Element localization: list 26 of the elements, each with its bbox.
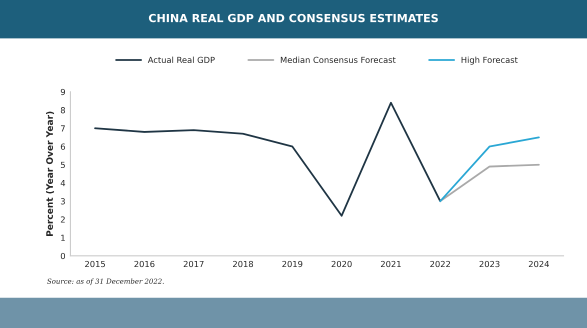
legend-label: High Forecast — [462, 56, 518, 65]
y-tick-label: 2 — [60, 216, 65, 223]
x-tick-label: 2023 — [480, 260, 500, 268]
x-tick-label: 2024 — [528, 260, 549, 268]
line-series — [94, 102, 442, 217]
x-tick-label: 2020 — [332, 260, 352, 268]
x-tick-label: 2022 — [430, 260, 450, 268]
x-tick-label: 2021 — [380, 260, 401, 268]
y-tick-label: 9 — [60, 88, 65, 96]
x-tick-label: 2017 — [184, 260, 204, 268]
chart-title: CHINA REAL GDP AND CONSENSUS ESTIMATES — [148, 14, 438, 22]
y-tick-label: 7 — [60, 125, 65, 132]
y-tick-label: 1 — [61, 234, 65, 241]
y-tick-label: 5 — [60, 162, 65, 168]
y-tick-label: 4 — [60, 180, 66, 186]
y-tick-label: 0 — [60, 252, 66, 260]
y-tick-label: 3 — [60, 198, 65, 204]
y-axis-title: Percent (Year Over Year) — [46, 112, 54, 236]
legend-label: Actual Real GDP — [148, 56, 215, 64]
legend-label: Median Consensus Forecast — [280, 56, 396, 64]
x-tick-label: 2018 — [233, 260, 254, 268]
x-tick-label: 2019 — [282, 260, 302, 268]
y-tick-label: 8 — [60, 107, 66, 114]
x-tick-label: 2015 — [85, 260, 105, 268]
y-tick-label: 6 — [60, 143, 66, 150]
x-tick-label: 2016 — [134, 260, 154, 268]
